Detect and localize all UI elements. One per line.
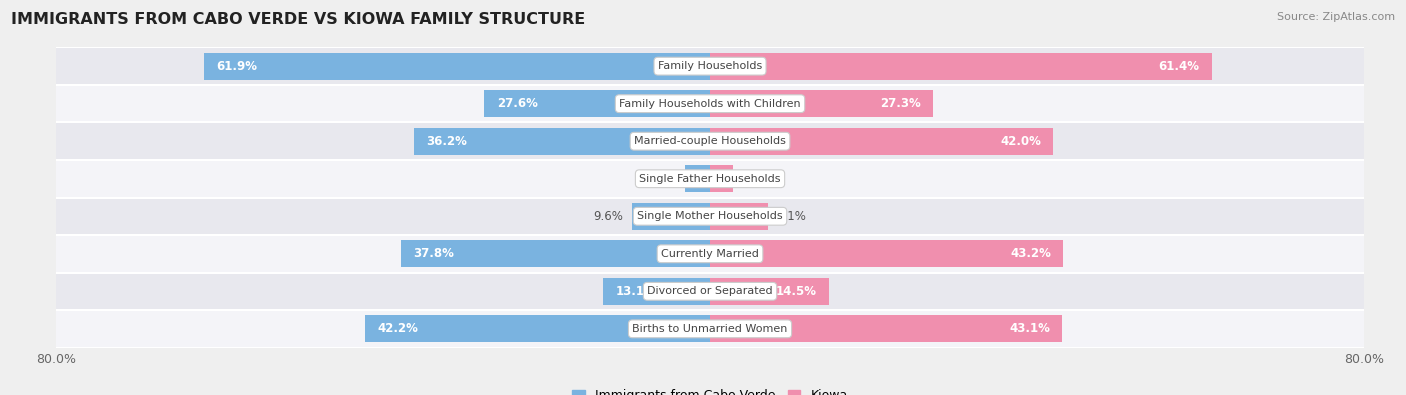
Bar	[366, 315, 710, 342]
Bar	[56, 47, 1364, 85]
Text: 2.8%: 2.8%	[741, 172, 770, 185]
Bar	[710, 165, 733, 192]
Text: 27.6%: 27.6%	[496, 97, 537, 110]
Text: Source: ZipAtlas.com: Source: ZipAtlas.com	[1277, 12, 1395, 22]
Bar	[56, 310, 1364, 348]
Text: 27.3%: 27.3%	[880, 97, 921, 110]
Bar	[56, 85, 1364, 122]
Bar	[710, 203, 768, 230]
Text: 43.1%: 43.1%	[1010, 322, 1050, 335]
Text: 14.5%: 14.5%	[775, 285, 817, 298]
Bar	[710, 278, 828, 305]
Bar	[415, 128, 710, 155]
Bar	[710, 53, 1212, 80]
Text: Family Households: Family Households	[658, 61, 762, 71]
Text: 42.0%: 42.0%	[1000, 135, 1040, 148]
Bar	[685, 165, 710, 192]
Text: 3.1%: 3.1%	[647, 172, 676, 185]
Bar	[56, 198, 1364, 235]
Text: 42.2%: 42.2%	[377, 322, 419, 335]
Text: Births to Unmarried Women: Births to Unmarried Women	[633, 324, 787, 334]
Bar	[56, 160, 1364, 198]
Text: Family Households with Children: Family Households with Children	[619, 99, 801, 109]
Text: 36.2%: 36.2%	[426, 135, 467, 148]
Bar	[56, 273, 1364, 310]
Text: 9.6%: 9.6%	[593, 210, 623, 223]
Bar	[603, 278, 710, 305]
Bar	[710, 315, 1063, 342]
Text: 13.1%: 13.1%	[616, 285, 657, 298]
Text: Married-couple Households: Married-couple Households	[634, 136, 786, 146]
Text: IMMIGRANTS FROM CABO VERDE VS KIOWA FAMILY STRUCTURE: IMMIGRANTS FROM CABO VERDE VS KIOWA FAMI…	[11, 12, 585, 27]
Bar	[710, 128, 1053, 155]
Legend: Immigrants from Cabo Verde, Kiowa: Immigrants from Cabo Verde, Kiowa	[568, 384, 852, 395]
Bar	[56, 122, 1364, 160]
Bar	[485, 90, 710, 117]
Text: Divorced or Separated: Divorced or Separated	[647, 286, 773, 296]
Text: Currently Married: Currently Married	[661, 249, 759, 259]
Bar	[56, 235, 1364, 273]
Text: 61.4%: 61.4%	[1159, 60, 1199, 73]
Text: 61.9%: 61.9%	[217, 60, 257, 73]
Bar	[631, 203, 710, 230]
Bar	[710, 90, 934, 117]
Text: Single Father Households: Single Father Households	[640, 174, 780, 184]
Bar	[710, 240, 1063, 267]
Text: 7.1%: 7.1%	[776, 210, 806, 223]
Bar	[401, 240, 710, 267]
Text: 43.2%: 43.2%	[1010, 247, 1050, 260]
Text: 37.8%: 37.8%	[413, 247, 454, 260]
Text: Single Mother Households: Single Mother Households	[637, 211, 783, 221]
Bar	[204, 53, 710, 80]
